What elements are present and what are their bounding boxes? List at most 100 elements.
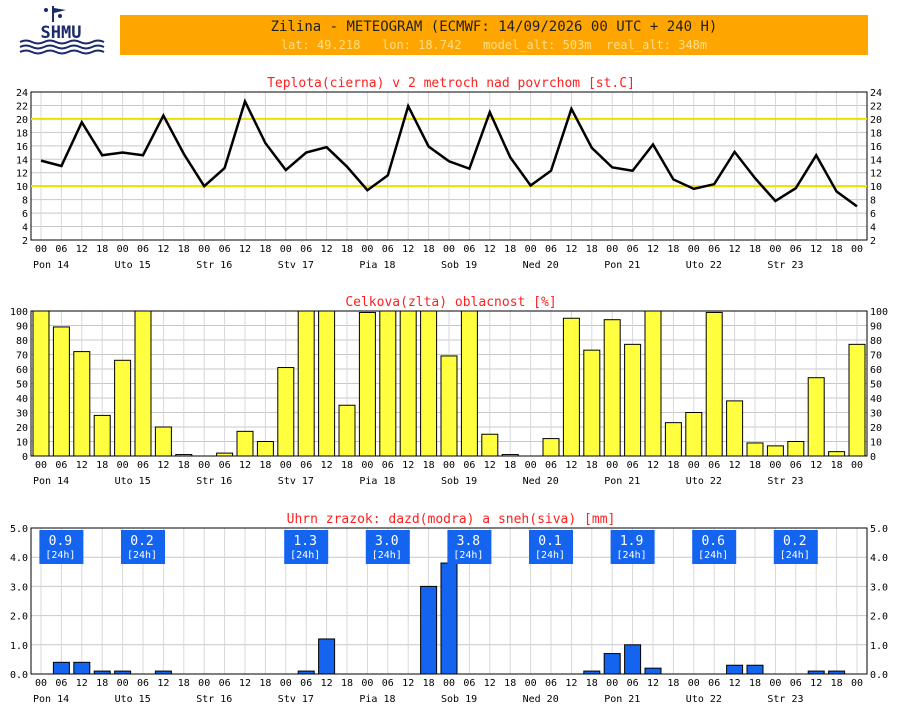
cloud-bar [379,310,397,457]
x-day-label: Uto 15 [115,476,151,487]
precip-bar [624,644,642,675]
y-tick-label-right: 100 [870,307,888,318]
x-day-label: Pia 18 [359,476,395,487]
cloud-bar [175,454,193,457]
y-tick-label-left: 2 [22,236,28,247]
x-hour-label: 12 [647,460,659,471]
cloud-bar [134,310,152,457]
x-hour-label: 06 [382,244,394,255]
x-day-label: Ned 20 [523,694,559,705]
x-hour-label: 12 [76,244,88,255]
y-tick-label-right: 0.0 [870,670,888,681]
x-hour-label: 06 [463,678,475,689]
precip-bar [583,670,601,675]
x-hour-label: 18 [667,460,679,471]
daily-total-value: 0.2 [783,534,806,549]
x-day-label: Str 23 [767,694,803,705]
x-hour-label: 12 [239,244,251,255]
precipitation-chart: Uhrn zrazok: dazd(modra) a sneh(siva) [m… [10,512,888,705]
cloud-bar [52,326,70,457]
x-hour-label: 18 [423,244,435,255]
x-hour-label: 00 [606,460,618,471]
daily-total-badge: 1.9[24h] [610,530,655,564]
x-day-label: Pon 14 [33,260,69,271]
cloud-bar [705,311,723,457]
x-hour-label: 06 [708,460,720,471]
x-hour-label: 06 [463,244,475,255]
x-hour-label: 12 [647,678,659,689]
x-hour-label: 00 [525,460,537,471]
cloud-bar [828,451,846,457]
y-tick-label-left: 2.0 [10,612,28,623]
x-hour-label: 12 [157,244,169,255]
x-hour-label: 06 [463,460,475,471]
cloud-bar [542,438,560,457]
x-hour-label: 12 [565,460,577,471]
x-hour-label: 06 [708,244,720,255]
x-hour-label: 12 [321,244,333,255]
x-hour-label: 18 [667,244,679,255]
daily-total-suffix: [24h] [290,550,320,561]
y-tick-label-right: 0 [870,452,876,463]
shmu-logo-graphic: SHMU [19,6,105,55]
x-hour-label: 00 [443,244,455,255]
y-tick-label-right: 10 [870,182,882,193]
x-hour-label: 12 [76,678,88,689]
precip-bar [93,670,111,675]
y-tick-label-left: 4 [22,223,28,234]
daily-total-suffix: [24h] [780,550,810,561]
x-hour-label: 06 [219,460,231,471]
x-day-label: Uto 22 [686,476,722,487]
x-hour-label: 00 [525,244,537,255]
x-hour-label: 00 [280,460,292,471]
cloud-bar [154,426,172,457]
svg-text:SHMU: SHMU [41,23,82,43]
x-day-label: Str 16 [196,694,232,705]
x-hour-label: 18 [341,460,353,471]
x-hour-label: 18 [96,460,108,471]
x-day-label: Sob 19 [441,476,477,487]
y-tick-label-left: 24 [16,88,28,99]
x-hour-label: 12 [157,460,169,471]
header-title: Zilina - METEOGRAM (ECMWF: 14/09/2026 00… [270,19,718,35]
header-location-meta: lat: 49.218 lon: 18.742 model_alt: 503m … [280,38,708,52]
daily-total-value: 3.0 [375,534,398,549]
x-hour-label: 18 [341,678,353,689]
chart-title: Uhrn zrazok: dazd(modra) a sneh(siva) [m… [287,512,616,527]
x-hour-label: 18 [504,244,516,255]
x-day-label: Uto 15 [115,694,151,705]
y-tick-label-left: 4.0 [10,553,28,564]
x-day-label: Ned 20 [523,476,559,487]
daily-total-box [121,530,165,564]
x-hour-label: 00 [606,244,618,255]
y-tick-label-right: 30 [870,409,882,420]
y-tick-label-left: 10 [16,438,28,449]
y-tick-label-left: 80 [16,336,28,347]
x-day-label: Pon 21 [604,260,640,271]
daily-total-badge: 3.0[24h] [365,530,410,564]
x-hour-label: 00 [851,460,863,471]
y-tick-label-right: 4.0 [870,553,888,564]
x-hour-label: 18 [831,244,843,255]
x-hour-label: 06 [137,678,149,689]
x-hour-label: 06 [219,678,231,689]
y-tick-label-right: 90 [870,322,882,333]
y-tick-label-right: 40 [870,394,882,405]
daily-total-badge: 0.9[24h] [39,530,84,564]
cloud-bar [685,412,703,457]
cloud-bar [216,452,234,457]
y-tick-label-right: 24 [870,88,882,99]
x-day-label: Str 16 [196,476,232,487]
cloud-bar [787,441,805,457]
cloud-bar [603,319,621,457]
y-tick-label-right: 70 [870,351,882,362]
x-hour-label: 18 [831,460,843,471]
x-hour-label: 18 [586,244,598,255]
y-tick-label-left: 0.0 [10,670,28,681]
x-hour-label: 12 [565,244,577,255]
x-hour-label: 12 [729,678,741,689]
x-hour-label: 06 [382,678,394,689]
shmu-logo: SHMU [14,6,108,56]
x-hour-label: 12 [484,460,496,471]
